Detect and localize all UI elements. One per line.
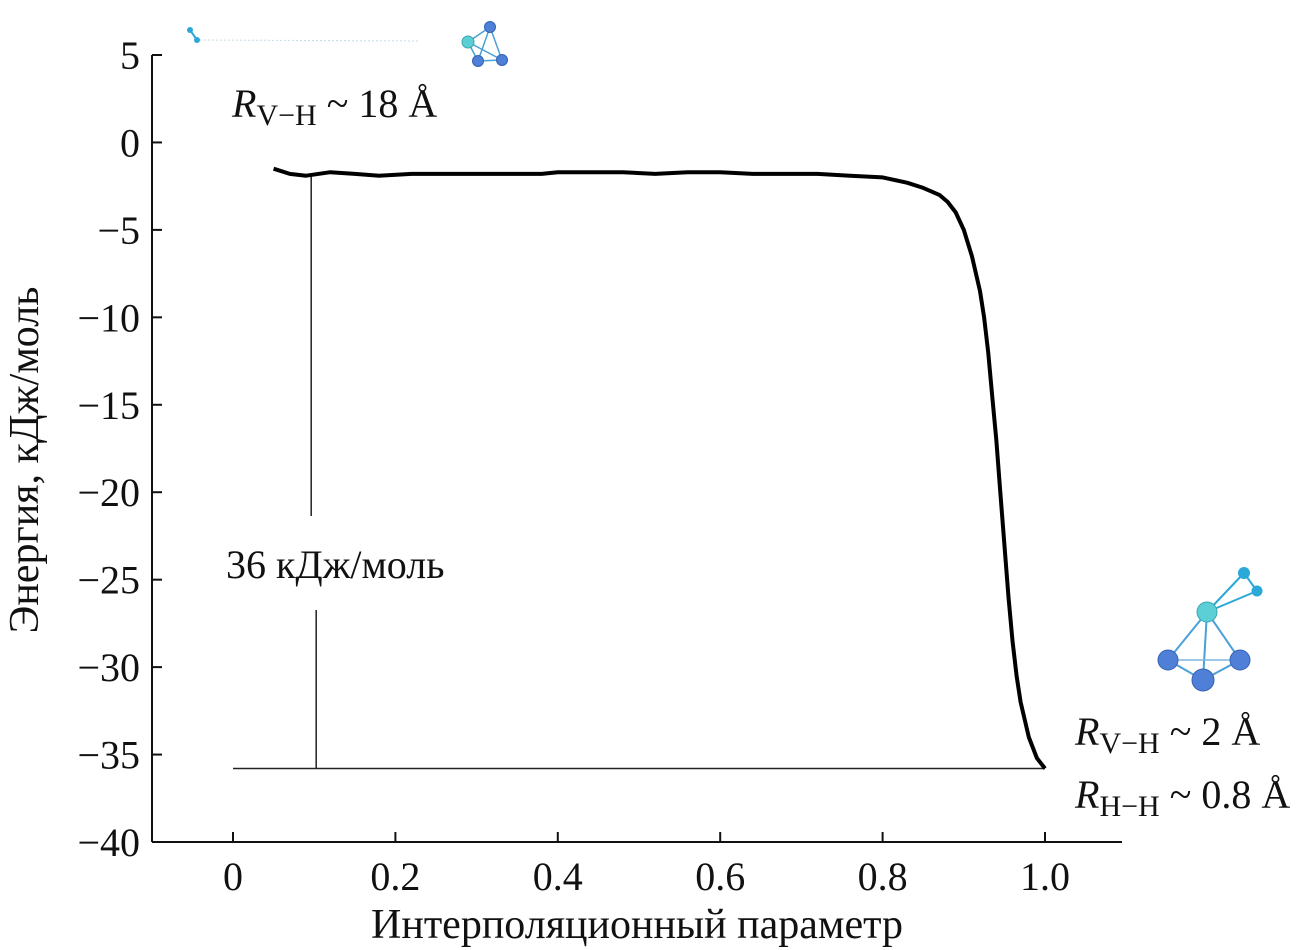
cluster-bond <box>477 26 491 62</box>
y-tick-label: −15 <box>77 383 140 428</box>
separation-dotted-line <box>199 39 421 42</box>
top-label-rest: ~ 18 Å <box>317 81 438 126</box>
bottom-distance-label-1: RV−H ~ 2 Å <box>1074 709 1260 760</box>
x-tick-label: 1.0 <box>1020 854 1070 899</box>
pt-atom <box>472 55 484 67</box>
y-tick-label: −10 <box>77 295 140 340</box>
v-atom <box>1196 601 1218 623</box>
bottom-distance-label-2: RH−H ~ 0.8 Å <box>1074 772 1290 823</box>
h-atom <box>1238 567 1250 579</box>
y-tick-label: 0 <box>120 120 140 165</box>
x-tick-label: 0.8 <box>858 854 908 899</box>
top-label-sub: V−H <box>256 99 316 132</box>
energy-curve <box>272 166 1047 770</box>
pt-atom <box>484 21 496 33</box>
bottom2-main: R <box>1074 772 1099 817</box>
h-atom <box>1251 585 1263 597</box>
x-ticks: 0 0.2 0.4 0.6 0.8 1.0 <box>223 832 1070 899</box>
h-atom <box>187 27 193 33</box>
y-tick-label: −20 <box>77 470 140 515</box>
axes <box>151 55 1122 843</box>
y-tick-label: −40 <box>77 820 140 865</box>
top-distance-label: RV−H ~ 18 Å <box>231 81 437 132</box>
barrier-lines <box>233 175 1045 770</box>
pt-atom <box>1229 649 1251 671</box>
y-tick-label: 5 <box>120 33 140 78</box>
pt-atom <box>1191 668 1215 692</box>
y-axis-title: Энергия, кДж/моль <box>2 287 48 634</box>
y-tick-label: −5 <box>97 208 140 253</box>
barrier-label: 36 кДж/моль <box>226 542 444 587</box>
molecule-initial-illustration <box>187 21 508 67</box>
x-tick-label: 0 <box>223 854 243 899</box>
y-ticks: 5 0 −5 −10 −15 −20 −25 −30 −35 −40 <box>77 33 162 865</box>
y-tick-label: −35 <box>77 733 140 778</box>
molecule-final-illustration <box>1157 567 1263 692</box>
y-tick-label: −25 <box>77 558 140 603</box>
bottom1-sub: V−H <box>1099 727 1159 760</box>
x-tick-label: 0.6 <box>695 854 745 899</box>
h-atom <box>194 37 200 43</box>
x-tick-label: 0.4 <box>533 854 583 899</box>
bottom1-rest: ~ 2 Å <box>1160 709 1261 754</box>
x-tick-label: 0.2 <box>370 854 420 899</box>
pt-atom <box>1157 649 1179 671</box>
top-label-main: R <box>231 81 256 126</box>
bottom2-rest: ~ 0.8 Å <box>1160 772 1291 817</box>
y-tick-label: −30 <box>77 645 140 690</box>
pt-atom <box>496 54 508 66</box>
v-atom <box>461 35 475 49</box>
bottom1-main: R <box>1074 709 1099 754</box>
x-axis-title: Интерполяционный параметр <box>371 902 903 948</box>
bottom2-sub: H−H <box>1099 790 1159 823</box>
